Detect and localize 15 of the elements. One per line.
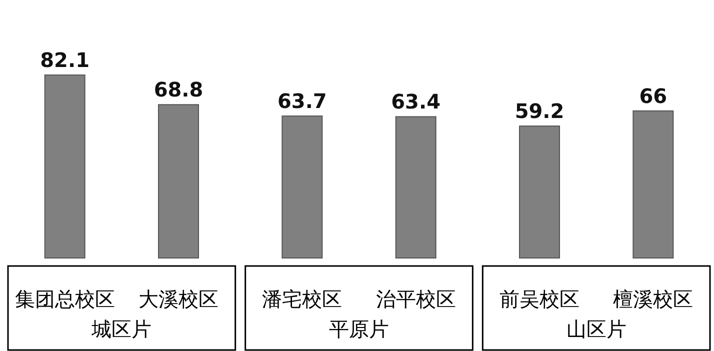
x-tick-label: 檀溪校区 <box>613 287 694 311</box>
text: 山区片 <box>566 317 626 341</box>
x-tick-label: 潘宅校区 <box>262 287 342 311</box>
x-tick-label: 集团总校区 <box>14 287 115 311</box>
x-tick-label: 大溪校区 <box>138 287 218 311</box>
data-label: 82.1 <box>40 48 90 72</box>
data-label: 68.8 <box>154 78 204 102</box>
data-label: 63.7 <box>277 89 327 114</box>
text: 平原片 <box>329 317 389 341</box>
data-label: 59.2 <box>514 99 564 124</box>
data-label: 63.4 <box>391 90 441 114</box>
x-tick-label: 前吴校区 <box>500 287 580 311</box>
x-tick-label: 治平校区 <box>376 287 456 311</box>
data-label: 66 <box>639 84 668 108</box>
text: 城区片 <box>90 317 152 341</box>
